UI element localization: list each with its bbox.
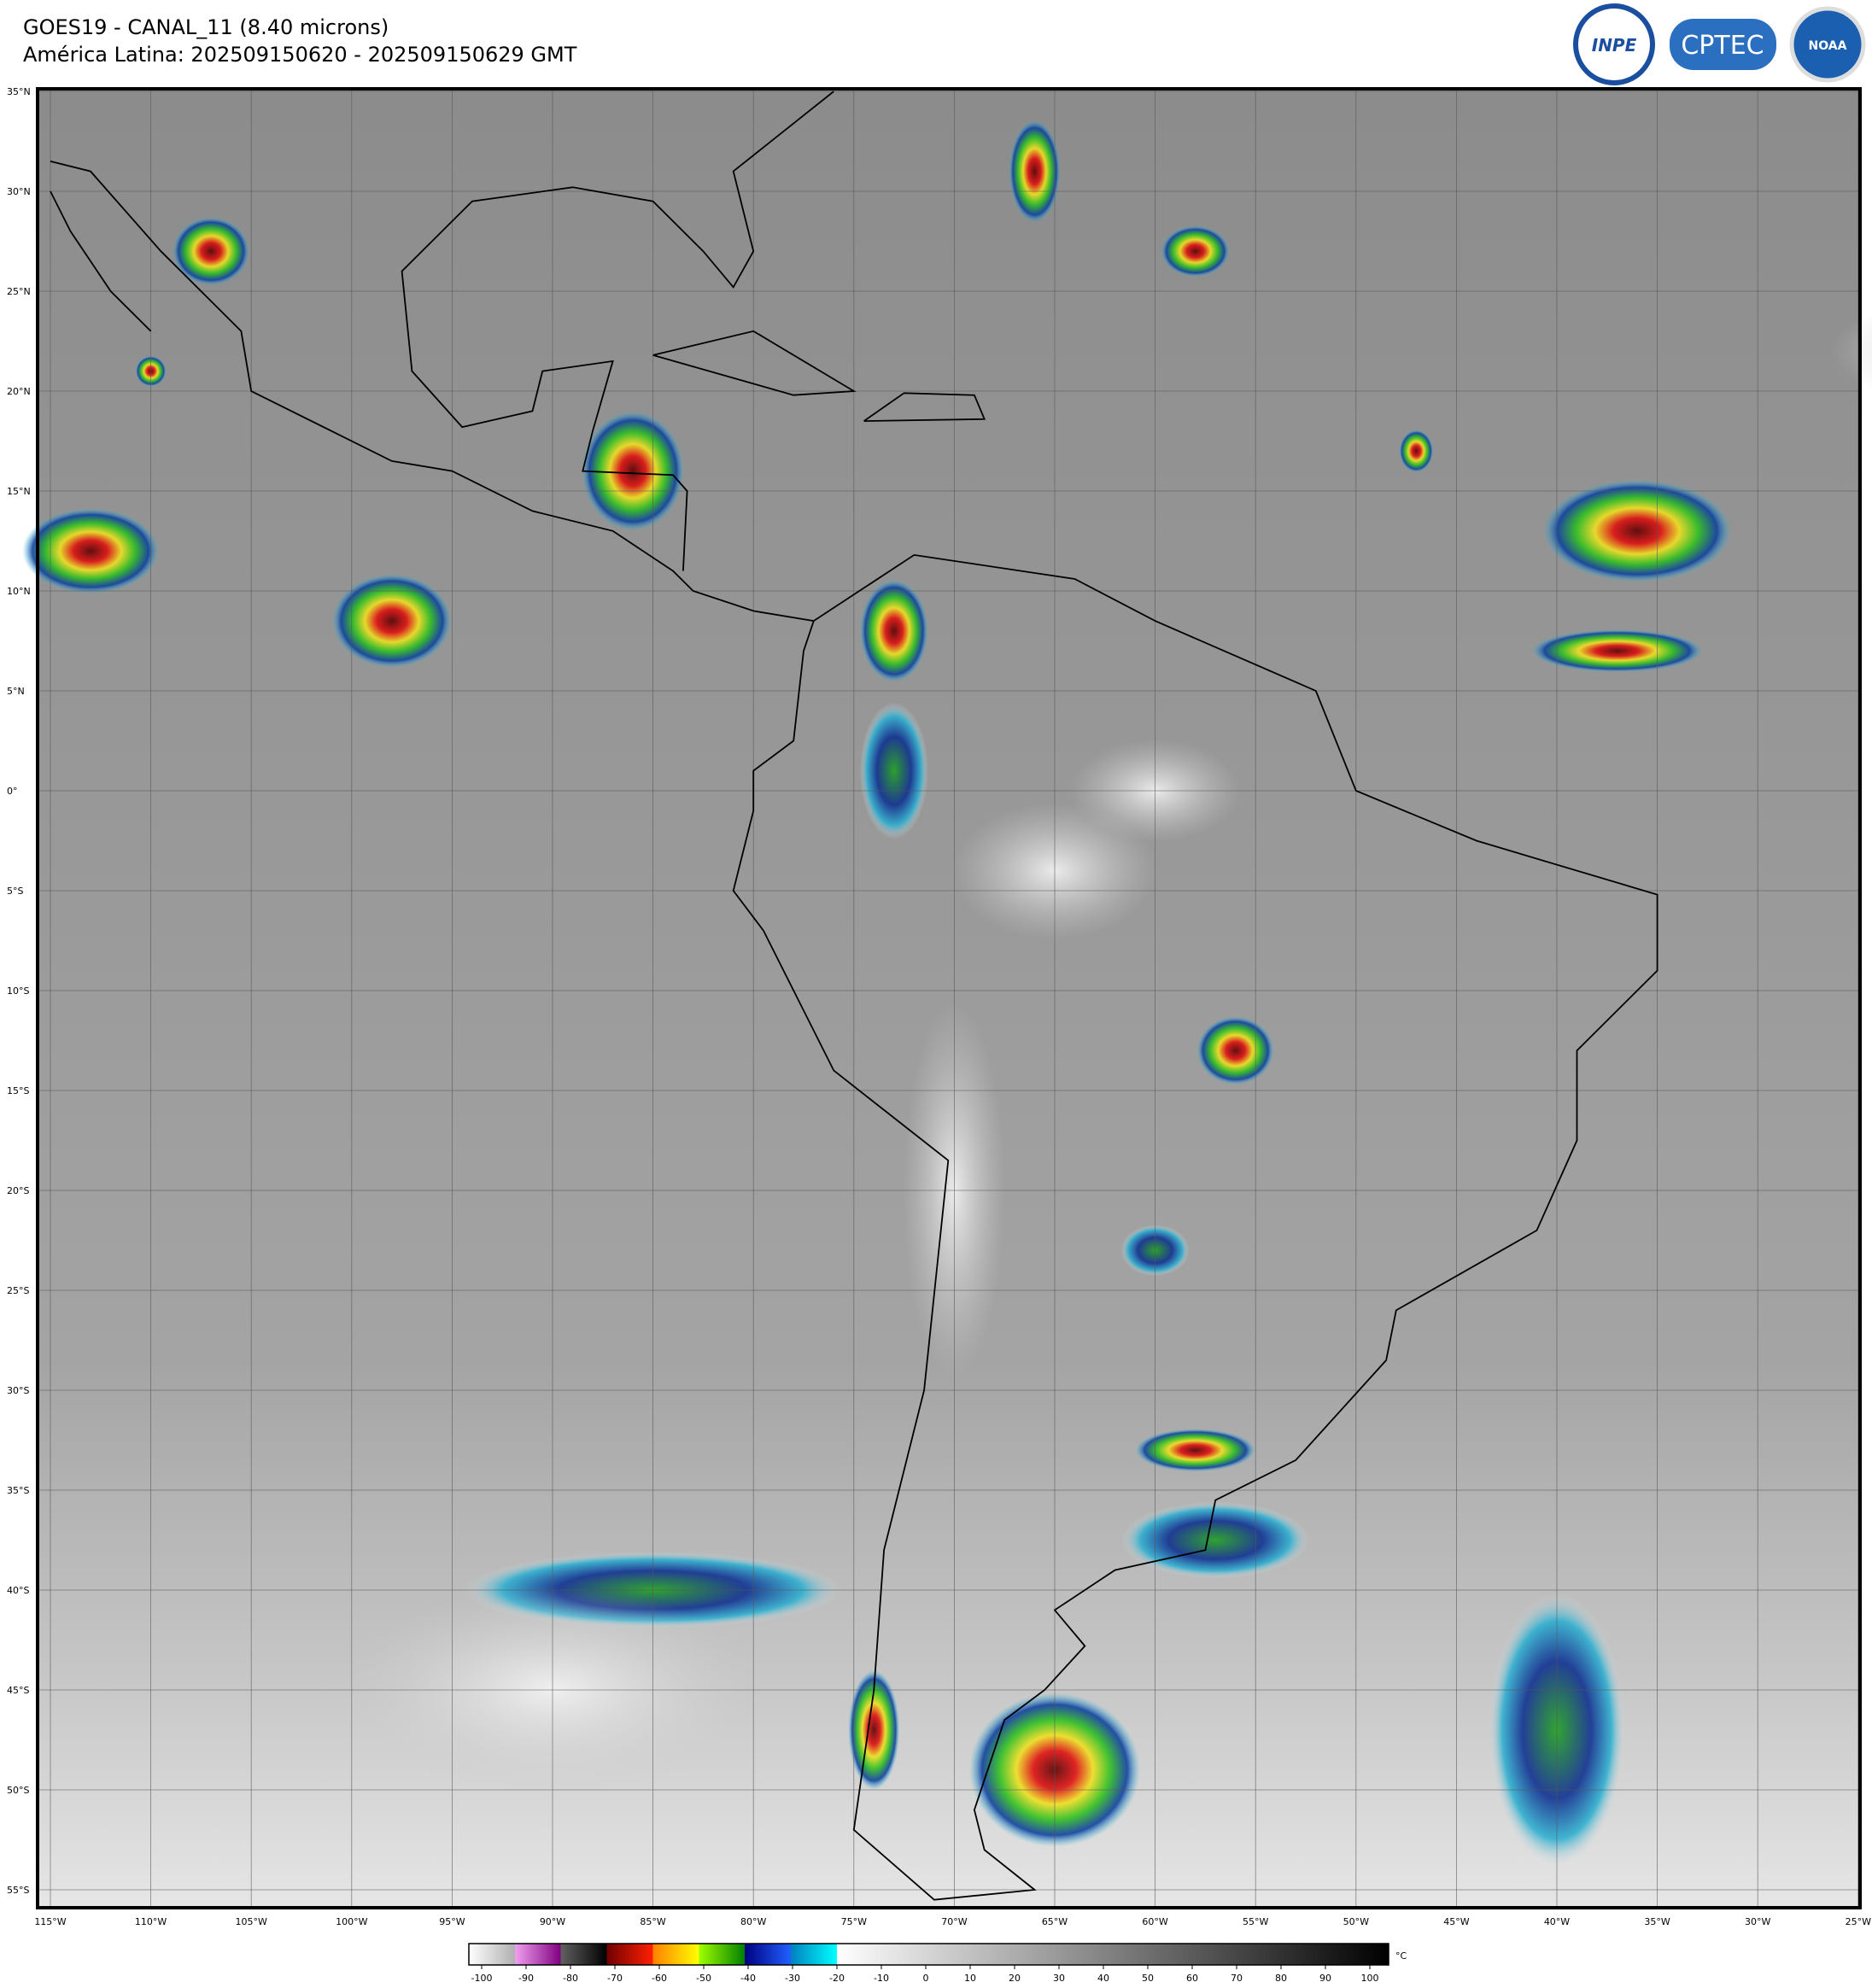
coastline — [863, 392, 986, 422]
lat-label: 20°N — [7, 386, 31, 397]
colorbar — [468, 1943, 1389, 1966]
logo-inpe: INPE — [1592, 35, 1637, 56]
lat-label: 15°S — [7, 1085, 29, 1096]
logo-badge — [1789, 6, 1866, 83]
lon-label: 100°W — [336, 1916, 367, 1927]
lon-label: 60°W — [1142, 1916, 1167, 1927]
lon-label: 45°W — [1443, 1916, 1469, 1927]
colorbar-label: 70 — [1231, 1973, 1243, 1984]
coastline — [401, 91, 834, 571]
colorbar-label: 90 — [1319, 1973, 1331, 1984]
colorbar-label: -100 — [471, 1973, 493, 1984]
lon-label: 70°W — [941, 1916, 967, 1927]
lon-label: 55°W — [1243, 1916, 1268, 1927]
lon-label: 95°W — [439, 1916, 465, 1927]
lon-label: 75°W — [841, 1916, 867, 1927]
lon-label: 25°W — [1846, 1916, 1871, 1927]
lat-label: 30°N — [7, 186, 31, 197]
cloud-blob — [22, 508, 160, 594]
lat-label: 40°S — [7, 1585, 29, 1596]
lon-label: 90°W — [540, 1916, 565, 1927]
cloud-blob — [859, 702, 928, 839]
coastline — [732, 553, 1658, 1901]
logo-badge — [1670, 19, 1776, 70]
cloud-blob — [1161, 225, 1230, 278]
cloud-blob — [1399, 430, 1434, 473]
graticule — [38, 89, 1860, 1908]
logo-noaa: NOAA — [1809, 39, 1847, 53]
lon-label: 80°W — [740, 1916, 766, 1927]
colorbar-label: 30 — [1053, 1973, 1065, 1984]
colorbar-label: 10 — [964, 1973, 976, 1984]
cloud-blob — [173, 217, 250, 286]
lon-label: 35°W — [1644, 1916, 1670, 1927]
lon-label: 50°W — [1343, 1916, 1369, 1927]
colorbar-label: 100 — [1361, 1973, 1379, 1984]
colorbar-label: -40 — [740, 1973, 756, 1984]
colorbar-label: 20 — [1009, 1973, 1021, 1984]
lat-label: 25°S — [7, 1285, 29, 1296]
colorbar-label: -90 — [518, 1973, 534, 1984]
colorbar-label: -60 — [652, 1973, 667, 1984]
lat-label: 30°S — [7, 1385, 29, 1396]
lon-label: 65°W — [1042, 1916, 1068, 1927]
coastlines — [50, 91, 1658, 1901]
cloud-blob — [1531, 629, 1703, 673]
lat-label: 50°S — [7, 1785, 29, 1796]
colorbar-label: 80 — [1275, 1973, 1287, 1984]
lon-label: 40°W — [1544, 1916, 1570, 1927]
lat-label: 5°S — [7, 886, 23, 897]
lat-label: 15°N — [7, 486, 31, 497]
colorbar-labels: -100 -90 -80 -70 -60 -50 -40 -30 -20 -10 0 10 20 30 40… — [471, 1950, 1407, 1984]
colorbar-label: 0 — [923, 1973, 929, 1984]
cloud-blob — [331, 574, 452, 669]
logo-cptec: CPTEC — [1681, 31, 1764, 61]
colorbar-label: -50 — [696, 1973, 711, 1984]
cloud-blob — [848, 1669, 900, 1790]
colorbar-label: -80 — [563, 1973, 578, 1984]
cloud-blob — [1543, 479, 1732, 582]
logo-badge — [1573, 3, 1655, 85]
lat-label: 0° — [7, 786, 18, 797]
title: GOES19 - CANAL_11 (8.40 microns) — [23, 15, 389, 39]
coastline — [50, 161, 814, 622]
subtitle: América Latina: 202509150620 - 202509150… — [23, 43, 577, 67]
colorbar-label: -10 — [874, 1973, 889, 1984]
axis-labels: 35°N 30°N 25°N 20°N 15°N 10°N 5°N 0° 5°S 10°S 15°S… — [7, 86, 1871, 1927]
lat-label: 45°S — [7, 1685, 29, 1696]
lon-label: 30°W — [1745, 1916, 1770, 1927]
logos: INPE CPTEC NOAA — [1573, 3, 1866, 85]
lon-label: 110°W — [135, 1916, 167, 1927]
lat-label: 20°S — [7, 1185, 29, 1196]
lat-label: 10°S — [7, 985, 29, 997]
cloud-blob — [859, 579, 928, 682]
lon-label: 115°W — [34, 1916, 66, 1927]
lat-label: 5°N — [7, 686, 25, 697]
coastline — [50, 190, 152, 332]
colorbar-label: -30 — [785, 1973, 800, 1984]
cloud-blob — [582, 411, 685, 531]
cloud-blob — [1009, 120, 1061, 223]
lat-label: 55°S — [7, 1885, 29, 1896]
lon-label: 85°W — [640, 1916, 665, 1927]
colorbar-label: -70 — [607, 1973, 623, 1984]
cloud-blob — [1196, 1016, 1274, 1085]
lat-label: 25°N — [7, 286, 31, 297]
lat-label: 35°N — [7, 86, 31, 97]
colorbar-label: 60 — [1186, 1973, 1198, 1984]
map-frame — [36, 87, 1862, 1909]
colorbar-label: -20 — [829, 1973, 845, 1984]
colorbar-label: 50 — [1142, 1973, 1154, 1984]
colorbar-label: 40 — [1097, 1973, 1109, 1984]
coastline — [652, 330, 857, 396]
colorbar-unit: °C — [1395, 1950, 1407, 1962]
lon-label: 105°W — [236, 1916, 267, 1927]
lat-label: 10°N — [7, 586, 31, 597]
lat-label: 35°S — [7, 1485, 29, 1496]
cloud-blob — [1135, 1429, 1255, 1472]
cloud-blob — [1121, 1501, 1310, 1579]
